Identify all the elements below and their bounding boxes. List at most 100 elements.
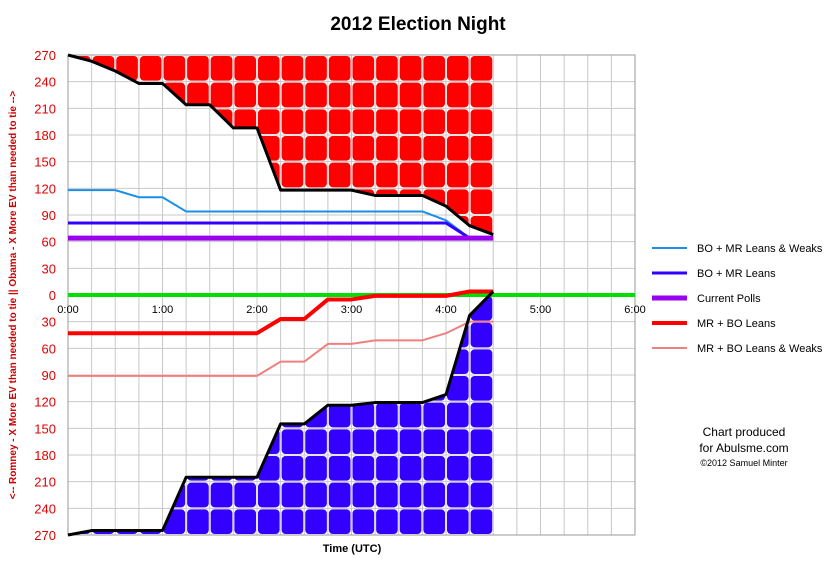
obama-cell xyxy=(353,269,375,294)
y-tick-label: 150 xyxy=(34,421,56,436)
obama-cell xyxy=(329,243,351,268)
obama-cell xyxy=(612,216,634,241)
obama-cell xyxy=(565,83,587,108)
romney-cell xyxy=(376,456,398,481)
romney-cell xyxy=(116,482,138,508)
romney-cell xyxy=(565,349,587,374)
romney-cell xyxy=(447,376,469,401)
legend-label: BO + MR Leans xyxy=(697,268,776,280)
romney-cell xyxy=(612,323,634,348)
obama-cell xyxy=(353,243,375,268)
obama-cell xyxy=(565,136,587,161)
obama-cell xyxy=(234,56,256,81)
romney-cell xyxy=(258,509,280,534)
obama-cell xyxy=(400,243,422,268)
obama-cell xyxy=(282,243,304,268)
obama-cell xyxy=(328,82,351,108)
obama-cell xyxy=(305,136,327,161)
obama-cell xyxy=(187,243,209,268)
romney-cell xyxy=(281,322,304,348)
romney-cell xyxy=(423,402,445,428)
romney-cell xyxy=(447,482,469,508)
obama-cell xyxy=(210,82,233,108)
romney-cell xyxy=(565,296,587,321)
romney-cell xyxy=(423,509,445,534)
obama-cell xyxy=(542,269,564,294)
romney-cell xyxy=(470,376,493,401)
obama-cell xyxy=(376,109,398,134)
obama-cell xyxy=(470,109,493,134)
obama-cell xyxy=(376,243,398,268)
obama-cell xyxy=(589,136,611,161)
romney-cell xyxy=(258,349,280,374)
obama-cell xyxy=(328,109,351,134)
romney-cell xyxy=(518,403,540,428)
legend: BO + MR Leans & Weaks BO + MR Leans Curren… xyxy=(652,243,823,355)
obama-cell xyxy=(447,136,469,161)
romney-cell xyxy=(612,429,634,454)
romney-cell xyxy=(565,509,587,534)
obama-cell xyxy=(305,189,327,214)
romney-cell xyxy=(281,296,304,321)
romney-cell xyxy=(542,403,564,428)
obama-cell xyxy=(589,56,611,81)
romney-cell xyxy=(589,296,611,321)
obama-cell xyxy=(92,136,115,161)
y-tick-labels: 270 240 210 180 150 120 90 60 30 0 30 60 90 120 150 180… xyxy=(34,48,56,543)
romney-cell xyxy=(612,456,634,481)
y-tick-label: 120 xyxy=(34,395,56,410)
legend-label: MR + BO Leans xyxy=(697,318,776,330)
romney-cell xyxy=(258,482,280,508)
x-tick-label: 6:00 xyxy=(624,304,645,316)
romney-boundary-line xyxy=(67,290,495,537)
romney-cell xyxy=(399,322,422,348)
romney-cell xyxy=(376,322,398,348)
obama-cell xyxy=(494,163,516,188)
romney-cell xyxy=(399,482,422,508)
obama-cell xyxy=(565,243,587,268)
credit-line-2: for Abulsme.com xyxy=(699,441,788,455)
romney-cell xyxy=(163,402,186,428)
romney-cell xyxy=(589,483,611,508)
obama-cell xyxy=(447,243,469,268)
romney-cell xyxy=(518,483,540,508)
romney-cell xyxy=(565,483,587,508)
obama-cell xyxy=(116,162,138,188)
obama-cell xyxy=(211,269,233,294)
romney-cell xyxy=(376,349,398,374)
romney-cell xyxy=(210,349,233,374)
romney-cell xyxy=(210,376,233,401)
obama-cell xyxy=(589,109,611,134)
obama-cell xyxy=(589,83,611,108)
romney-cell xyxy=(92,402,115,428)
romney-cell xyxy=(494,403,516,428)
romney-cell xyxy=(518,509,540,534)
romney-cell xyxy=(234,429,256,454)
romney-cell xyxy=(494,429,516,454)
obama-cell xyxy=(542,109,564,134)
obama-cell xyxy=(234,109,256,134)
credit-line-3: ©2012 Samuel Minter xyxy=(700,458,787,468)
obama-cell xyxy=(234,269,256,294)
obama-cell xyxy=(187,162,209,188)
romney-cell xyxy=(92,429,115,454)
obama-cell xyxy=(494,189,516,214)
obama-cell xyxy=(93,243,115,268)
obama-cell xyxy=(494,83,516,108)
romney-cell xyxy=(518,323,540,348)
obama-cell xyxy=(163,136,186,161)
series-line-3 xyxy=(68,289,494,336)
romney-cell xyxy=(612,349,634,374)
romney-cell xyxy=(542,376,564,401)
romney-cell xyxy=(447,456,469,481)
romney-cell xyxy=(376,296,398,321)
legend-label: MR + BO Leans & Weaks xyxy=(697,343,823,355)
romney-cell xyxy=(187,402,209,428)
romney-cell xyxy=(187,509,209,534)
romney-cell xyxy=(376,376,398,401)
obama-cell xyxy=(92,82,115,108)
romney-cell xyxy=(116,402,138,428)
romney-cell xyxy=(589,456,611,481)
romney-cell xyxy=(69,349,91,374)
obama-cell xyxy=(470,162,493,188)
